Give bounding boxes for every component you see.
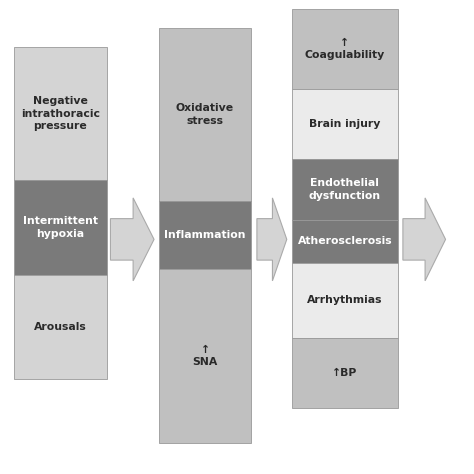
Polygon shape bbox=[403, 198, 446, 281]
Text: Atherosclerosis: Atherosclerosis bbox=[298, 237, 392, 246]
Text: Endothelial
dysfunction: Endothelial dysfunction bbox=[309, 178, 381, 201]
Bar bbox=[159, 28, 251, 201]
Text: Brain injury: Brain injury bbox=[309, 119, 381, 129]
Text: ↑BP: ↑BP bbox=[332, 368, 357, 378]
Text: Arousals: Arousals bbox=[34, 322, 87, 332]
Bar bbox=[14, 275, 107, 379]
Bar bbox=[159, 201, 251, 269]
Text: Negative
intrathoracic
pressure: Negative intrathoracic pressure bbox=[21, 96, 100, 131]
Text: ↑
SNA: ↑ SNA bbox=[192, 345, 218, 367]
Bar bbox=[292, 89, 398, 159]
Bar bbox=[292, 220, 398, 263]
Text: Intermittent
hypoxia: Intermittent hypoxia bbox=[23, 216, 98, 238]
Bar bbox=[14, 47, 107, 180]
Polygon shape bbox=[257, 198, 287, 281]
Text: Arrhythmias: Arrhythmias bbox=[307, 295, 383, 305]
Bar bbox=[14, 180, 107, 275]
Bar bbox=[292, 263, 398, 337]
Bar bbox=[292, 337, 398, 408]
Polygon shape bbox=[110, 198, 154, 281]
Text: ↑
Coagulability: ↑ Coagulability bbox=[305, 38, 385, 60]
Bar bbox=[292, 159, 398, 220]
Text: Oxidative
stress: Oxidative stress bbox=[176, 103, 234, 126]
Bar bbox=[292, 9, 398, 89]
Bar bbox=[159, 269, 251, 443]
Text: Inflammation: Inflammation bbox=[164, 230, 246, 240]
